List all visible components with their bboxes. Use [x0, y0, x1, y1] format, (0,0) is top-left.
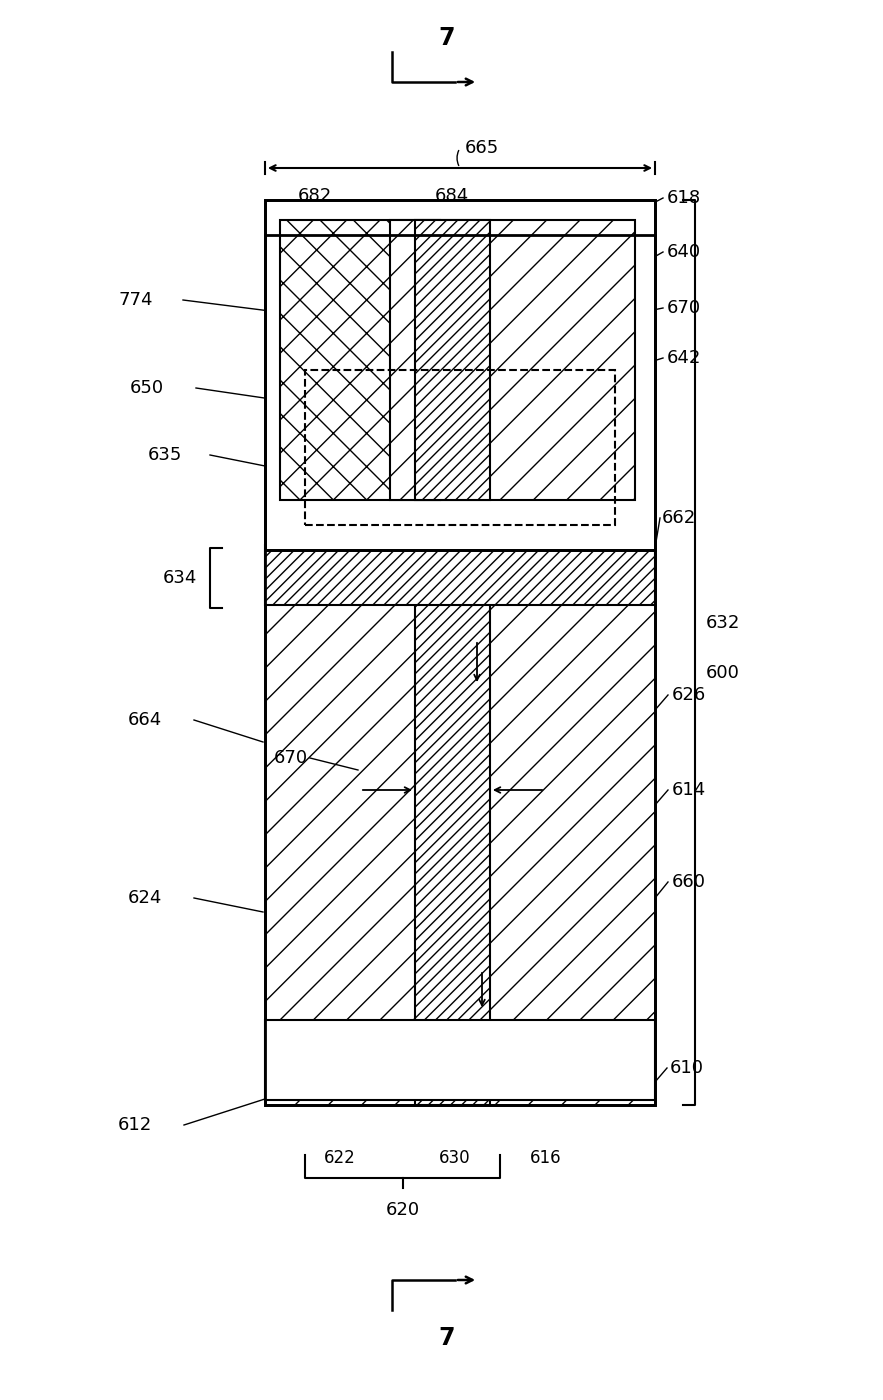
Text: 640: 640 — [667, 244, 701, 260]
Text: 670: 670 — [667, 300, 701, 316]
Text: 600: 600 — [706, 664, 740, 682]
Text: 616: 616 — [530, 1149, 562, 1168]
Bar — [415, 220, 490, 500]
Text: 682: 682 — [298, 188, 332, 204]
Text: 626: 626 — [672, 686, 706, 704]
Text: 664: 664 — [128, 711, 162, 729]
Text: 665: 665 — [465, 139, 499, 157]
Text: 624: 624 — [128, 889, 162, 907]
Bar — [415, 235, 490, 1105]
Text: 618: 618 — [667, 189, 701, 207]
Bar — [265, 200, 655, 550]
Text: 610: 610 — [670, 1058, 704, 1077]
Bar — [265, 235, 655, 1105]
Text: 654: 654 — [316, 489, 348, 507]
Bar — [265, 545, 655, 605]
Text: 635: 635 — [148, 447, 183, 463]
Text: 634: 634 — [162, 568, 197, 587]
Text: 642: 642 — [667, 349, 701, 367]
Text: 660: 660 — [672, 874, 706, 890]
Text: 662: 662 — [662, 510, 697, 526]
Bar — [265, 1021, 655, 1100]
Text: 7: 7 — [439, 1326, 456, 1350]
Text: 622: 622 — [324, 1149, 356, 1168]
Text: 633: 633 — [625, 419, 660, 437]
Bar — [265, 200, 655, 550]
Text: 630: 630 — [439, 1149, 471, 1168]
Text: 670: 670 — [274, 749, 308, 767]
Text: 652: 652 — [452, 489, 484, 507]
Text: 7: 7 — [439, 27, 456, 50]
Bar — [280, 220, 440, 500]
Bar — [265, 235, 655, 1105]
Text: 620: 620 — [386, 1201, 419, 1219]
Text: 650: 650 — [130, 379, 164, 398]
Text: 612: 612 — [118, 1116, 152, 1134]
Bar — [305, 370, 615, 525]
Text: 684: 684 — [435, 188, 469, 204]
Text: 632: 632 — [706, 613, 740, 631]
Text: 774: 774 — [118, 291, 153, 309]
Bar — [390, 220, 635, 500]
Text: 614: 614 — [672, 781, 706, 799]
